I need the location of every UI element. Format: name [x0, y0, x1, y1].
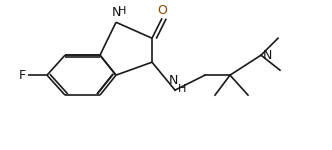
Text: O: O: [157, 4, 167, 17]
Text: N: N: [111, 6, 121, 18]
Text: N: N: [263, 49, 272, 62]
Text: F: F: [19, 69, 26, 82]
Text: N: N: [169, 74, 178, 87]
Text: H: H: [118, 6, 126, 16]
Text: H: H: [178, 84, 187, 94]
